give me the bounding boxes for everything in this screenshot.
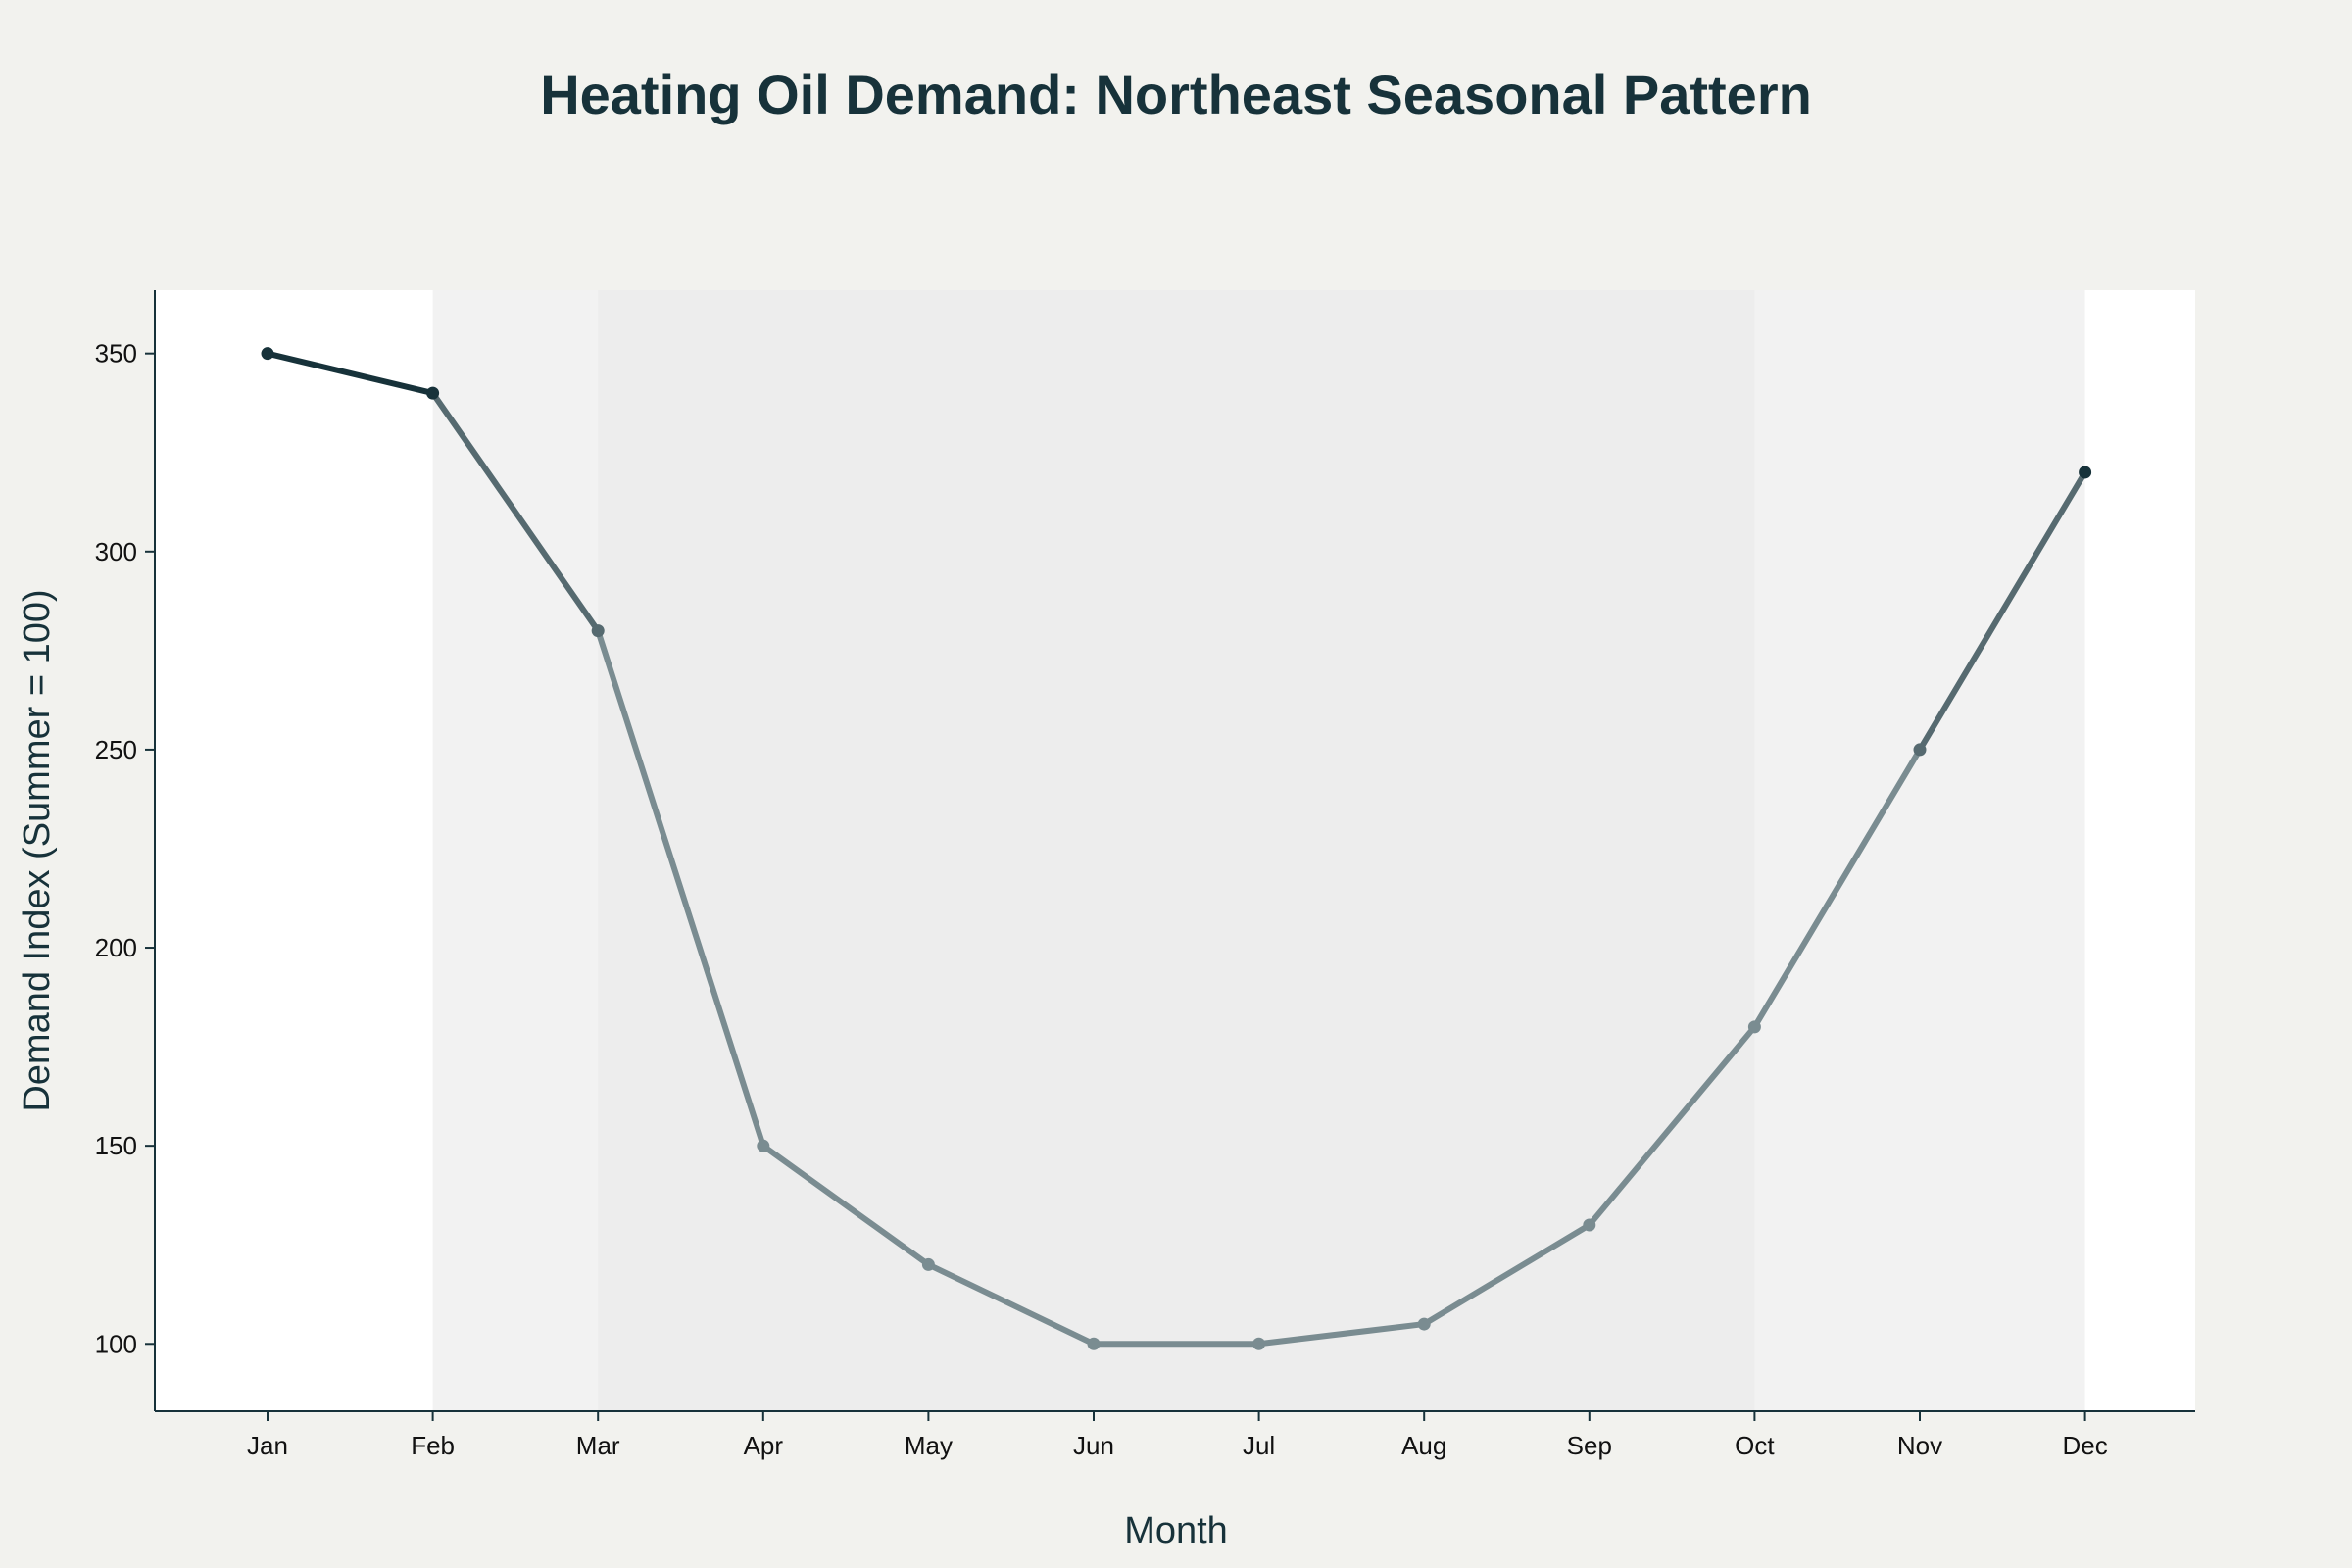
line-segment-sep-oct: [1586, 1023, 1758, 1229]
seasonal-bands: [432, 290, 2085, 1411]
data-point-nov: [1913, 743, 1927, 757]
line-segment-feb-mar: [429, 390, 602, 634]
x-tick-label-oct: Oct: [1735, 1431, 1775, 1460]
line-segment-apr-may: [760, 1143, 932, 1268]
y-tick-label-150: 150: [95, 1131, 137, 1160]
x-tick-label-jul: Jul: [1243, 1431, 1275, 1460]
line-segment-aug-sep: [1421, 1222, 1592, 1328]
y-axis-ticks: 100 150 200 250 300 350: [95, 339, 155, 1358]
x-axis-title: Month: [1124, 1510, 1228, 1551]
data-point-oct: [1747, 1020, 1761, 1034]
line-segment-jul-aug: [1255, 1321, 1428, 1348]
data-point-sep: [1583, 1218, 1596, 1232]
y-tick-label-250: 250: [95, 735, 137, 764]
data-point-jul: [1252, 1337, 1266, 1350]
data-point-aug: [1417, 1317, 1431, 1331]
line-segment-oct-nov: [1751, 746, 1923, 1030]
x-tick-label-mar: Mar: [576, 1431, 620, 1460]
y-axis-title: Demand Index (Summer = 100): [17, 589, 58, 1111]
data-point-dec: [2079, 466, 2092, 479]
x-tick-label-jun: Jun: [1073, 1431, 1114, 1460]
data-point-jan: [261, 347, 274, 361]
y-tick-label-350: 350: [95, 339, 137, 368]
data-point-feb: [426, 386, 440, 400]
x-tick-label-aug: Aug: [1401, 1431, 1446, 1460]
data-point-mar: [591, 624, 605, 638]
line-segment-mar-apr: [595, 627, 766, 1150]
line-segment-jan-feb: [265, 350, 436, 397]
x-tick-label-sep: Sep: [1567, 1431, 1612, 1460]
data-point-jun: [1087, 1337, 1101, 1350]
seasonal-band-1: [598, 290, 1755, 1411]
x-tick-label-dec: Dec: [2062, 1431, 2107, 1460]
y-tick-label-300: 300: [95, 537, 137, 566]
line-segment-may-jun: [925, 1261, 1097, 1348]
x-axis-ticks: Jan Feb Mar Apr May Jun Jul Aug Sep Oct Nov Dec: [247, 1411, 2108, 1460]
y-tick-label-100: 100: [95, 1329, 137, 1358]
x-tick-label-apr: Apr: [744, 1431, 784, 1460]
chart-title: Heating Oil Demand: Northeast Seasonal P…: [540, 64, 1812, 125]
x-tick-label-nov: Nov: [1897, 1431, 1942, 1460]
x-tick-label-jan: Jan: [247, 1431, 288, 1460]
line-segment-nov-dec: [1917, 468, 2088, 753]
data-points: [261, 347, 2092, 1350]
x-tick-label-feb: Feb: [411, 1431, 455, 1460]
x-tick-label-may: May: [905, 1431, 953, 1460]
demand-series: [265, 350, 2088, 1348]
data-point-apr: [757, 1139, 770, 1152]
data-point-may: [921, 1257, 935, 1271]
y-tick-label-200: 200: [95, 933, 137, 962]
